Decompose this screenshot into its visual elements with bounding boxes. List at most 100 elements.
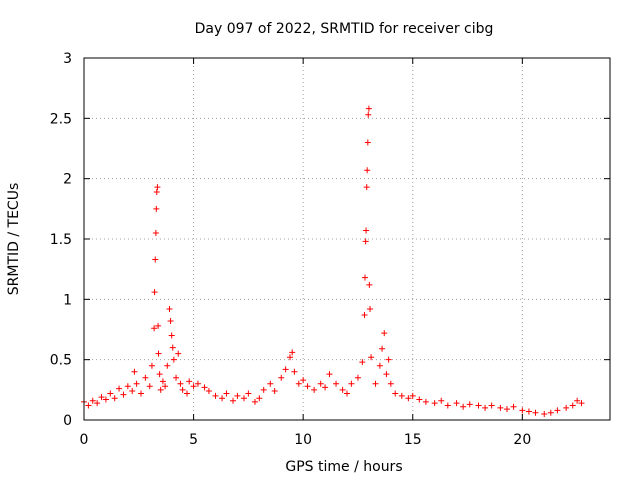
data-point [205, 388, 212, 395]
data-point [578, 400, 585, 407]
y-tick-label: 1.5 [50, 232, 72, 248]
data-point [344, 390, 350, 397]
data-point [372, 380, 379, 387]
data-point [168, 332, 175, 339]
data-point [532, 409, 539, 416]
data-point [438, 397, 445, 404]
data-point [365, 105, 372, 112]
data-point [175, 350, 182, 357]
data-point [142, 374, 149, 381]
data-point [167, 318, 174, 325]
data-point [311, 386, 318, 393]
data-point [153, 205, 160, 212]
data-point [554, 407, 561, 414]
data-point [137, 390, 144, 397]
data-point [453, 400, 460, 407]
data-point [405, 395, 412, 402]
y-tick-label: 0 [63, 413, 72, 429]
data-point [85, 402, 92, 409]
data-points [81, 105, 585, 417]
data-point [162, 383, 169, 390]
data-point [234, 392, 241, 399]
data-point [154, 184, 161, 191]
data-point [383, 371, 390, 378]
data-point [251, 398, 258, 405]
data-point [186, 378, 193, 385]
data-point [365, 111, 372, 118]
data-point [219, 395, 226, 402]
data-point [366, 281, 373, 288]
data-point [131, 368, 138, 375]
data-point [164, 362, 171, 369]
data-point [304, 383, 311, 390]
data-point [409, 392, 416, 399]
data-point [444, 402, 451, 409]
grid-lines [84, 58, 610, 420]
data-point [124, 383, 131, 390]
data-point [364, 139, 371, 146]
data-point [363, 184, 370, 191]
data-point [300, 377, 307, 384]
data-point [230, 397, 237, 404]
data-point [155, 350, 162, 357]
data-point [362, 238, 369, 245]
data-point [422, 398, 429, 405]
x-tick-label: 20 [513, 432, 531, 448]
data-point [129, 388, 136, 395]
data-point [212, 392, 219, 399]
chart-title: Day 097 of 2022, SRMTID for receiver cib… [195, 21, 494, 37]
data-point [379, 345, 386, 352]
data-point [361, 274, 368, 281]
data-point [541, 410, 548, 417]
data-point [392, 390, 399, 397]
data-point [94, 400, 101, 407]
data-point [322, 384, 329, 391]
data-point [148, 362, 155, 369]
data-point [89, 397, 96, 404]
data-point [278, 374, 285, 381]
data-point [116, 385, 123, 392]
data-point [510, 403, 517, 410]
data-point [547, 409, 554, 416]
axes: 0 5 10 15 20 0 0.5 1 1.5 2 2.5 3 [50, 51, 610, 448]
data-point [295, 380, 302, 387]
y-tick-label: 1 [63, 292, 72, 308]
data-point [431, 400, 438, 407]
data-point [256, 395, 263, 402]
data-point [398, 392, 405, 399]
data-point [155, 322, 162, 329]
data-point [563, 404, 570, 411]
data-point [271, 388, 278, 395]
data-point [367, 305, 374, 312]
data-point [201, 384, 208, 391]
data-point [376, 362, 383, 369]
data-point [194, 380, 201, 387]
data-point [151, 289, 158, 296]
data-point [245, 390, 252, 397]
data-point [381, 330, 388, 337]
data-point [497, 404, 504, 411]
data-point [519, 407, 526, 414]
data-point [223, 390, 230, 397]
data-point [291, 368, 298, 375]
data-point [260, 386, 267, 393]
data-point [368, 354, 375, 361]
data-point [361, 312, 368, 319]
data-point [107, 390, 114, 397]
data-point [482, 404, 489, 411]
data-point [190, 383, 197, 390]
data-point [333, 380, 340, 387]
data-point [152, 256, 159, 263]
data-point [282, 366, 289, 373]
data-point [348, 380, 355, 387]
data-point [354, 374, 361, 381]
data-point [339, 386, 346, 393]
data-point [111, 395, 118, 402]
data-point [466, 401, 473, 408]
data-point [152, 229, 159, 236]
data-point [133, 380, 140, 387]
data-point [267, 380, 274, 387]
data-point [287, 354, 294, 361]
data-point [525, 408, 532, 415]
